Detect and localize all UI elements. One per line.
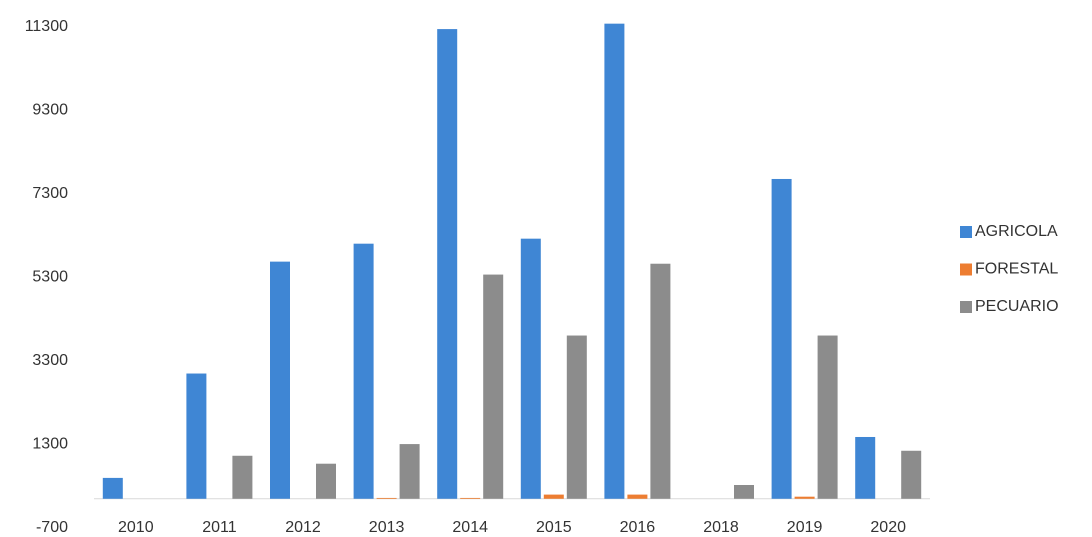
bar — [771, 178, 792, 499]
bar — [650, 263, 671, 499]
bar — [627, 494, 648, 499]
bar — [353, 243, 374, 499]
bar — [270, 261, 290, 499]
bar — [483, 274, 504, 499]
bar — [566, 335, 587, 499]
x-tick-label: 2019 — [787, 519, 823, 536]
y-tick-label: -700 — [36, 519, 68, 536]
legend-swatch — [960, 301, 972, 313]
bar — [817, 335, 838, 499]
y-tick-label: 7300 — [32, 185, 68, 202]
bar — [520, 238, 541, 499]
legend-label: PECUARIO — [975, 298, 1059, 315]
legend-label: FORESTAL — [975, 261, 1058, 278]
bar — [460, 497, 481, 499]
bar — [734, 484, 754, 499]
bar — [604, 23, 625, 499]
bar — [232, 455, 253, 499]
bar — [316, 463, 336, 499]
bar — [855, 436, 876, 499]
x-tick-label: 2011 — [202, 519, 237, 536]
x-tick-label: 2018 — [703, 519, 739, 536]
y-tick-label: 3300 — [32, 352, 68, 369]
y-tick-label: 1300 — [32, 436, 68, 453]
x-tick-label: 2015 — [536, 519, 572, 536]
legend-label: AGRICOLA — [975, 223, 1058, 240]
bar — [901, 450, 922, 499]
bar — [794, 496, 815, 499]
y-tick-label: 11300 — [25, 18, 68, 35]
bar — [186, 373, 207, 499]
bar — [399, 444, 420, 499]
x-tick-label: 2010 — [118, 519, 154, 536]
x-tick-label: 2016 — [620, 519, 656, 536]
x-tick-label: 2013 — [369, 519, 405, 536]
bar — [376, 497, 397, 499]
y-tick-label: 9300 — [32, 102, 68, 119]
bar — [543, 494, 564, 499]
y-tick-label: 5300 — [32, 269, 68, 286]
legend-swatch — [960, 263, 972, 276]
x-tick-label: 2020 — [870, 519, 906, 536]
bar — [437, 29, 458, 499]
bar — [102, 477, 123, 499]
x-tick-label: 2014 — [452, 519, 488, 536]
legend-swatch — [960, 226, 972, 238]
x-tick-label: 2012 — [285, 519, 321, 536]
